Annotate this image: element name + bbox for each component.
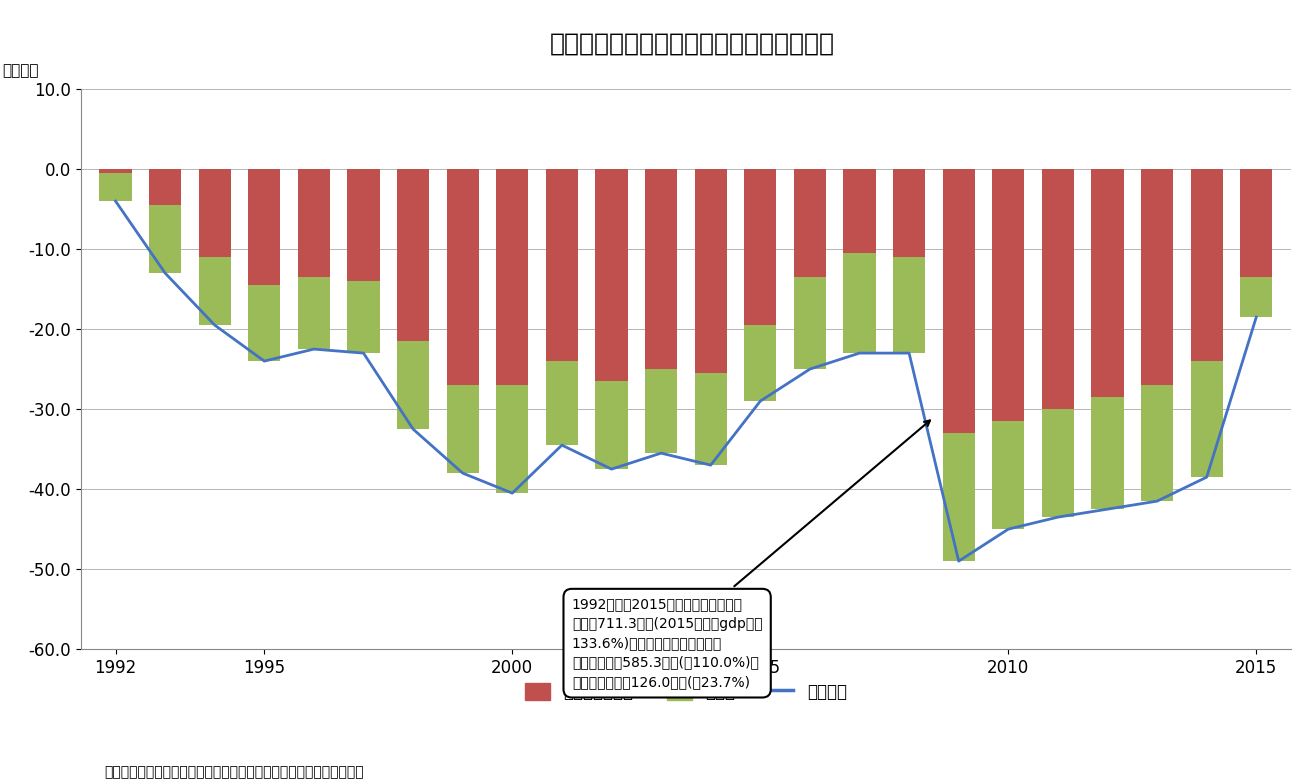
Bar [447, 169, 479, 385]
Bar [347, 281, 380, 353]
財政収支 [554, 440, 569, 449]
財政収支 [256, 356, 272, 366]
財政収支 [454, 468, 470, 478]
Bar [893, 257, 925, 353]
Bar [298, 277, 330, 349]
Bar [99, 169, 132, 173]
Bar [645, 369, 678, 453]
Bar [298, 169, 330, 277]
Bar [546, 169, 579, 361]
Bar [1092, 397, 1123, 509]
財政収支 [1100, 504, 1115, 514]
Bar [1042, 169, 1074, 409]
Line: 財政収支: 財政収支 [115, 201, 1256, 561]
財政収支 [951, 557, 966, 566]
Bar [695, 373, 727, 465]
財政収支 [1249, 312, 1264, 322]
Bar [844, 169, 875, 253]
Text: （兆円）: （兆円） [3, 63, 39, 78]
Bar [596, 169, 628, 381]
Text: （図表７）　日本の財政収支と内訳の推移: （図表７） 日本の財政収支と内訳の推移 [550, 31, 835, 56]
Bar [794, 277, 825, 369]
Bar [546, 361, 579, 445]
財政収支 [157, 269, 172, 278]
Bar [1141, 385, 1173, 501]
Bar [1191, 361, 1222, 477]
Bar [347, 169, 380, 281]
財政収支 [206, 320, 222, 330]
Bar [1191, 169, 1222, 361]
財政収支 [653, 449, 669, 458]
Bar [397, 341, 430, 429]
Bar [149, 205, 182, 273]
Text: （資料）　内閣府「国民経済計算」をもとにニッセイ基礎研究所作成: （資料） 内閣府「国民経済計算」をもとにニッセイ基礎研究所作成 [104, 765, 364, 779]
Text: 1992年から2015年までの財政赤字の
累計額711.3兆円(2015年名目gdp比：
133.6%)のうち基礎的財政収支の
赤字累計額が585.3兆円(同1: 1992年から2015年までの財政赤字の 累計額711.3兆円(2015年名目g… [572, 420, 930, 689]
財政収支 [752, 396, 768, 406]
Bar [993, 421, 1024, 529]
Bar [744, 325, 776, 401]
財政収支 [1050, 512, 1066, 521]
財政収支 [802, 364, 818, 373]
財政収支 [504, 489, 520, 498]
Bar [695, 169, 727, 373]
Bar [794, 169, 825, 277]
Bar [1241, 277, 1272, 317]
Bar [645, 169, 678, 369]
Bar [844, 253, 875, 353]
Bar [1042, 409, 1074, 517]
財政収支 [405, 424, 421, 434]
Bar [496, 169, 529, 385]
Bar [993, 169, 1024, 421]
Bar [1141, 169, 1173, 385]
Legend: 基礎的財政収支, 利払費, 財政収支: 基礎的財政収支, 利払費, 財政収支 [518, 677, 853, 708]
財政収支 [703, 460, 718, 470]
Bar [943, 169, 974, 433]
Bar [893, 169, 925, 257]
財政収支 [603, 464, 619, 474]
Bar [149, 169, 182, 205]
財政収支 [1000, 525, 1016, 534]
Bar [199, 169, 231, 257]
財政収支 [1149, 496, 1165, 506]
Bar [447, 385, 479, 473]
Bar [1092, 169, 1123, 397]
Bar [248, 169, 281, 285]
Bar [496, 385, 529, 493]
財政収支 [306, 345, 321, 354]
Bar [596, 381, 628, 469]
Bar [397, 169, 430, 341]
財政収支 [852, 348, 867, 358]
Bar [199, 257, 231, 325]
財政収支 [901, 348, 917, 358]
財政収支 [107, 197, 123, 206]
Bar [744, 169, 776, 325]
Bar [1241, 169, 1272, 277]
財政収支 [355, 348, 371, 358]
Bar [248, 285, 281, 361]
Bar [99, 173, 132, 201]
財政収支 [1199, 472, 1215, 482]
Bar [943, 433, 974, 561]
